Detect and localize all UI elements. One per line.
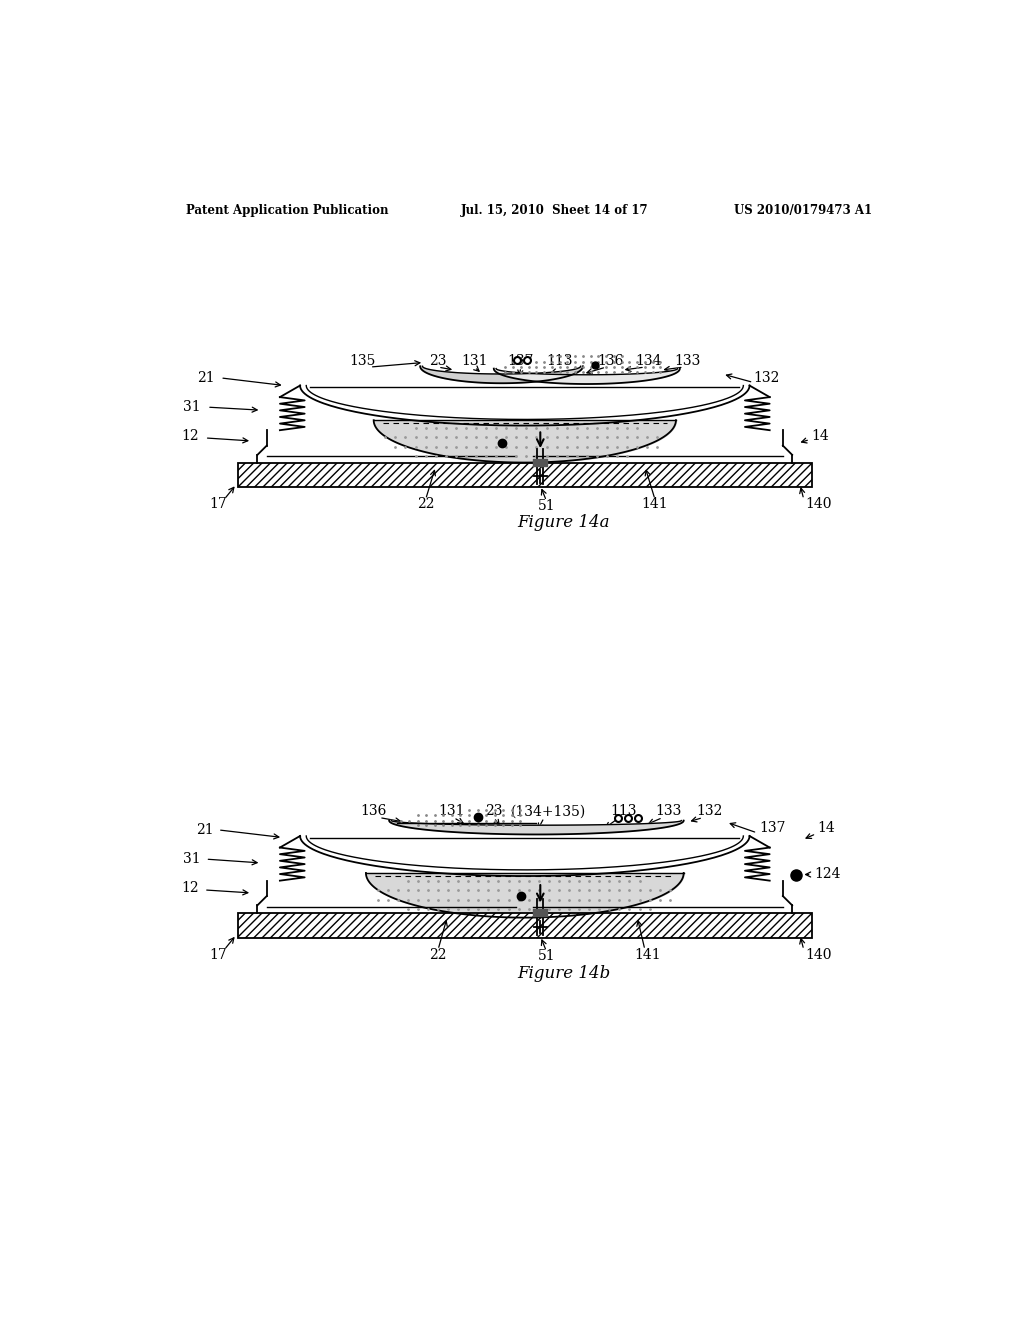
Text: 12: 12 bbox=[181, 429, 200, 442]
Text: US 2010/0179473 A1: US 2010/0179473 A1 bbox=[734, 205, 872, 218]
Text: 12: 12 bbox=[181, 882, 200, 895]
Text: 140: 140 bbox=[805, 948, 831, 961]
Text: 133: 133 bbox=[655, 804, 681, 818]
Text: 136: 136 bbox=[360, 804, 387, 818]
Text: 17: 17 bbox=[210, 948, 227, 961]
Text: 132: 132 bbox=[754, 371, 780, 385]
Bar bbox=[238, 462, 812, 487]
Text: 31: 31 bbox=[183, 400, 201, 414]
Text: 113: 113 bbox=[610, 804, 637, 818]
Text: 141: 141 bbox=[634, 948, 660, 961]
Text: 21: 21 bbox=[198, 371, 215, 385]
Text: 21: 21 bbox=[196, 822, 213, 837]
Text: 140: 140 bbox=[805, 498, 831, 511]
Text: 133: 133 bbox=[675, 354, 700, 368]
Text: 17: 17 bbox=[210, 498, 227, 511]
Text: 51: 51 bbox=[538, 499, 555, 512]
Bar bbox=[238, 913, 812, 937]
Text: Figure 14a: Figure 14a bbox=[517, 515, 610, 531]
Text: 31: 31 bbox=[183, 853, 201, 866]
Text: Figure 14b: Figure 14b bbox=[517, 965, 610, 982]
Polygon shape bbox=[389, 821, 684, 834]
Text: 131: 131 bbox=[438, 804, 465, 818]
Text: 22: 22 bbox=[417, 498, 434, 511]
Text: 141: 141 bbox=[642, 498, 669, 511]
Polygon shape bbox=[494, 368, 680, 384]
Text: 135: 135 bbox=[349, 354, 375, 368]
Text: 137: 137 bbox=[759, 821, 785, 836]
Bar bbox=[238, 913, 812, 937]
Text: Jul. 15, 2010  Sheet 14 of 17: Jul. 15, 2010 Sheet 14 of 17 bbox=[461, 205, 649, 218]
Text: 134: 134 bbox=[636, 354, 663, 368]
Text: 131: 131 bbox=[461, 354, 487, 368]
Text: 137: 137 bbox=[508, 354, 535, 368]
Text: 51: 51 bbox=[538, 949, 555, 964]
Text: 14: 14 bbox=[812, 429, 829, 442]
Text: 124: 124 bbox=[814, 867, 841, 882]
Text: 132: 132 bbox=[696, 804, 723, 818]
Text: 23: 23 bbox=[429, 354, 446, 368]
Polygon shape bbox=[420, 367, 583, 383]
Text: 14: 14 bbox=[818, 821, 836, 836]
Text: 113: 113 bbox=[547, 354, 572, 368]
Text: 22: 22 bbox=[429, 948, 446, 961]
Text: 23: 23 bbox=[485, 804, 503, 818]
Text: 136: 136 bbox=[597, 354, 624, 368]
Bar bbox=[238, 462, 812, 487]
Text: Patent Application Publication: Patent Application Publication bbox=[186, 205, 389, 218]
Text: (134+135): (134+135) bbox=[510, 804, 586, 818]
